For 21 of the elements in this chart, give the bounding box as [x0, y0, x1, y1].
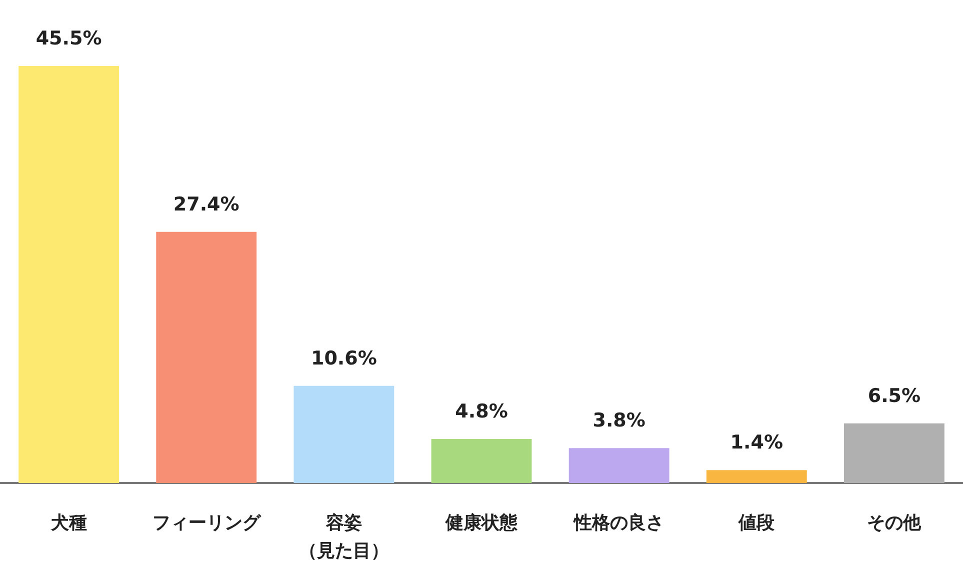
bar [294, 386, 394, 483]
data-label: 1.4% [730, 432, 783, 454]
data-label: 6.5% [868, 384, 921, 407]
x-tick-label: フィーリング [152, 512, 262, 534]
bar [844, 423, 944, 483]
bar [18, 66, 119, 483]
data-label: 45.5% [36, 28, 102, 50]
x-tick-label: 値段 [738, 512, 776, 534]
x-tick-label: その他 [867, 512, 922, 534]
bar [431, 439, 532, 483]
data-label: 10.6% [310, 347, 377, 370]
x-tick-label: 容姿（見た目） [298, 512, 389, 562]
x-tick-label: 犬種 [50, 512, 87, 534]
data-label: 3.8% [592, 410, 646, 432]
bar [568, 448, 670, 483]
bar [706, 470, 807, 483]
data-label: 4.8% [455, 400, 508, 423]
bar [156, 232, 257, 483]
x-tick-label: 性格の良さ [573, 512, 664, 534]
data-label: 27.4% [173, 193, 240, 216]
x-tick-label: 健康状態 [444, 512, 518, 534]
